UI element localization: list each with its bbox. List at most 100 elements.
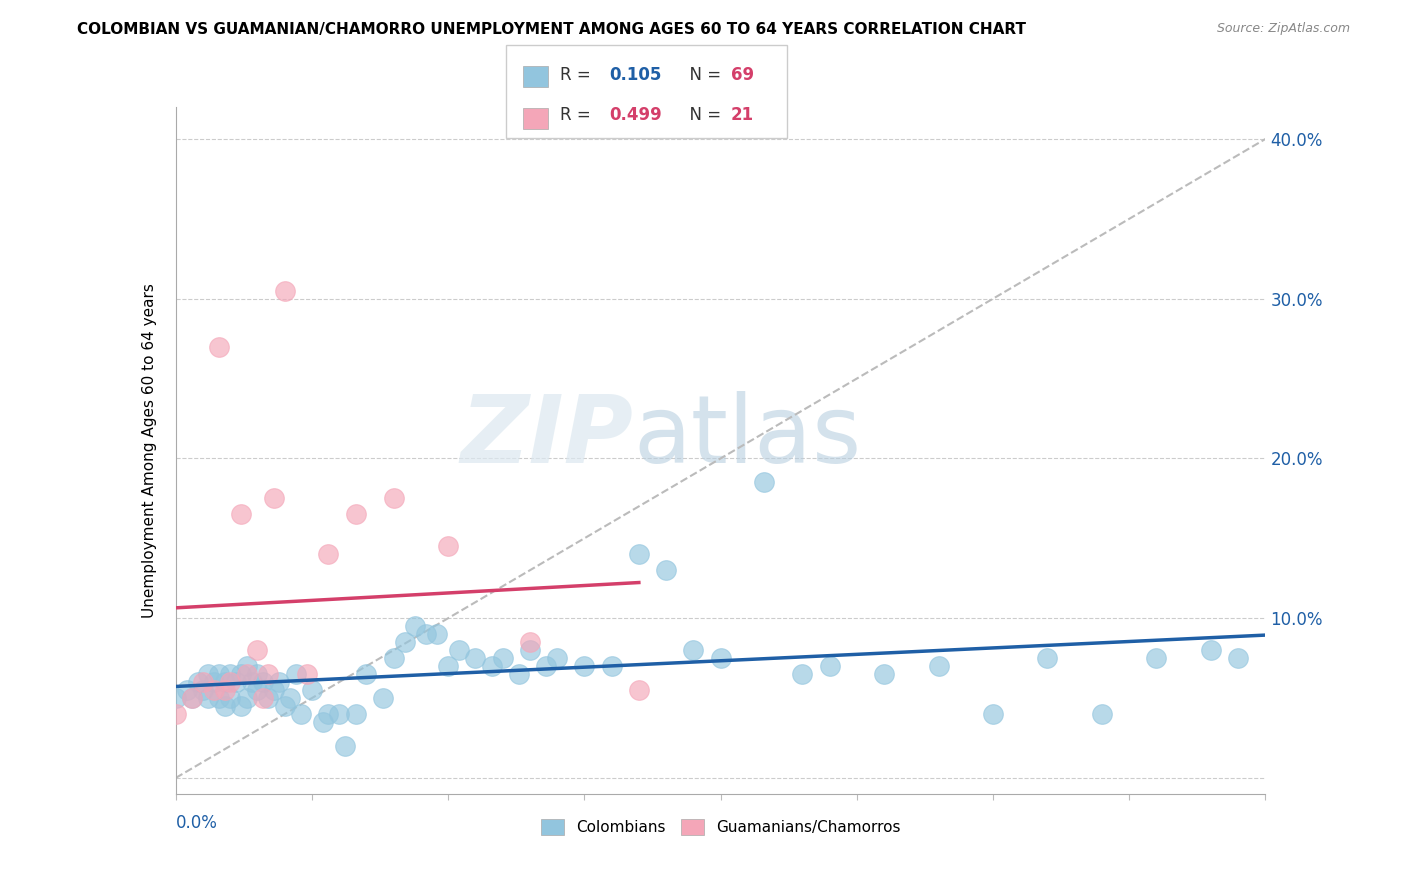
Point bbox=[492, 651, 515, 665]
Text: ZIP: ZIP bbox=[461, 391, 633, 483]
Point bbox=[214, 675, 236, 690]
Y-axis label: Unemployment Among Ages 60 to 64 years: Unemployment Among Ages 60 to 64 years bbox=[142, 283, 157, 618]
Point bbox=[682, 643, 704, 657]
Text: atlas: atlas bbox=[633, 391, 862, 483]
Point bbox=[246, 667, 269, 681]
Point bbox=[534, 659, 557, 673]
Point bbox=[257, 667, 280, 681]
Point bbox=[519, 635, 541, 649]
Point bbox=[318, 706, 340, 721]
Point bbox=[219, 667, 242, 681]
Point bbox=[186, 675, 209, 690]
Point bbox=[508, 667, 530, 681]
Point bbox=[1227, 651, 1250, 665]
Point bbox=[214, 683, 236, 698]
Point bbox=[231, 699, 253, 714]
Point bbox=[274, 699, 297, 714]
Point bbox=[257, 691, 280, 706]
Point bbox=[231, 508, 253, 522]
Point bbox=[1144, 651, 1167, 665]
Point bbox=[627, 547, 650, 561]
Point bbox=[481, 659, 503, 673]
Point bbox=[284, 667, 307, 681]
Point bbox=[382, 491, 405, 506]
Point bbox=[246, 643, 269, 657]
Point bbox=[344, 508, 367, 522]
Point bbox=[176, 683, 198, 698]
Point bbox=[219, 691, 242, 706]
Point bbox=[202, 683, 225, 698]
Point bbox=[792, 667, 814, 681]
Point bbox=[290, 706, 312, 721]
Point bbox=[873, 667, 896, 681]
Point bbox=[202, 675, 225, 690]
Point bbox=[312, 714, 335, 729]
Text: N =: N = bbox=[679, 106, 727, 124]
Point bbox=[600, 659, 623, 673]
Point bbox=[627, 683, 650, 698]
Point bbox=[225, 675, 247, 690]
Point bbox=[301, 683, 323, 698]
Text: 0.0%: 0.0% bbox=[176, 814, 218, 832]
Point bbox=[208, 667, 231, 681]
Point bbox=[240, 675, 263, 690]
Point bbox=[447, 643, 470, 657]
Point bbox=[191, 675, 214, 690]
Point bbox=[197, 667, 219, 681]
Point bbox=[181, 691, 204, 706]
Point bbox=[191, 683, 214, 698]
Point bbox=[655, 563, 678, 577]
Point bbox=[318, 547, 340, 561]
Point bbox=[546, 651, 568, 665]
Text: 69: 69 bbox=[731, 66, 754, 84]
Point bbox=[928, 659, 950, 673]
Text: COLOMBIAN VS GUAMANIAN/CHAMORRO UNEMPLOYMENT AMONG AGES 60 TO 64 YEARS CORRELATI: COLOMBIAN VS GUAMANIAN/CHAMORRO UNEMPLOY… bbox=[77, 22, 1026, 37]
Point bbox=[818, 659, 841, 673]
Text: 21: 21 bbox=[731, 106, 754, 124]
Point bbox=[181, 691, 204, 706]
Point bbox=[214, 699, 236, 714]
Point bbox=[235, 667, 257, 681]
Point bbox=[165, 691, 187, 706]
Point bbox=[405, 619, 427, 633]
Point bbox=[263, 491, 285, 506]
Point bbox=[219, 675, 242, 690]
Point bbox=[710, 651, 733, 665]
Legend: Colombians, Guamanians/Chamorros: Colombians, Guamanians/Chamorros bbox=[534, 813, 907, 841]
Point bbox=[356, 667, 378, 681]
Point bbox=[252, 691, 274, 706]
Point bbox=[165, 706, 187, 721]
Point bbox=[437, 539, 460, 553]
Point bbox=[574, 659, 596, 673]
Point bbox=[382, 651, 405, 665]
Text: R =: R = bbox=[560, 66, 596, 84]
Point bbox=[295, 667, 318, 681]
Point bbox=[235, 691, 257, 706]
Text: 0.499: 0.499 bbox=[609, 106, 662, 124]
Point bbox=[208, 691, 231, 706]
Point bbox=[415, 627, 437, 641]
Text: R =: R = bbox=[560, 106, 596, 124]
Point bbox=[437, 659, 460, 673]
Point bbox=[394, 635, 416, 649]
Point bbox=[371, 691, 394, 706]
Text: N =: N = bbox=[679, 66, 727, 84]
Point bbox=[278, 691, 301, 706]
Point bbox=[464, 651, 486, 665]
Point bbox=[754, 475, 776, 490]
Point bbox=[519, 643, 541, 657]
Point bbox=[197, 691, 219, 706]
Point bbox=[333, 739, 356, 753]
Point bbox=[426, 627, 449, 641]
Point bbox=[1036, 651, 1059, 665]
Point bbox=[274, 284, 297, 298]
Point bbox=[1091, 706, 1114, 721]
Point bbox=[344, 706, 367, 721]
Text: Source: ZipAtlas.com: Source: ZipAtlas.com bbox=[1216, 22, 1350, 36]
Point bbox=[328, 706, 350, 721]
Point bbox=[263, 683, 285, 698]
Point bbox=[269, 675, 291, 690]
Point bbox=[235, 659, 257, 673]
Point bbox=[246, 683, 269, 698]
Text: 0.105: 0.105 bbox=[609, 66, 661, 84]
